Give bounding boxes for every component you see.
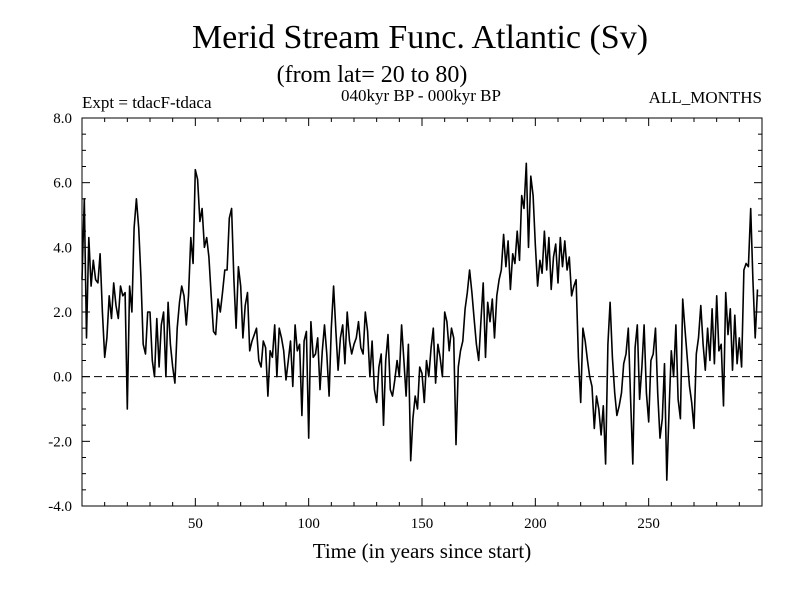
period-label: 040kyr BP - 000kyr BP [341, 86, 501, 105]
experiment-label: Expt = tdacF-tdaca [82, 93, 212, 112]
y-tick-label: 2.0 [53, 305, 72, 321]
y-tick-label: 0.0 [53, 370, 72, 386]
x-axis-title: Time (in years since start) [313, 539, 532, 563]
y-axis-ticks: -4.0 -2.0 0.0 2.0 4.0 6.0 8.0 [48, 111, 762, 515]
chart-subtitle: (from lat= 20 to 80) [277, 62, 468, 88]
y-tick-label: 4.0 [53, 240, 72, 256]
x-tick-label: 50 [188, 516, 203, 532]
y-tick-label: 8.0 [53, 111, 72, 127]
x-tick-label: 200 [524, 516, 547, 532]
months-label: ALL_MONTHS [649, 88, 762, 107]
x-axis-ticks: 50 100 150 200 250 [188, 118, 660, 532]
plot-frame [81, 117, 763, 507]
chart-title: Merid Stream Func. Atlantic (Sv) [192, 19, 648, 56]
series-line [81, 162, 759, 481]
x-tick-label: 150 [411, 516, 434, 532]
x-tick-label: 250 [637, 516, 660, 532]
data-points [82, 163, 758, 481]
y-tick-label: -4.0 [48, 499, 72, 515]
minor-ticks [82, 118, 762, 506]
y-tick-label: -2.0 [48, 434, 72, 450]
y-tick-label: 6.0 [53, 176, 72, 192]
x-tick-label: 100 [297, 516, 320, 532]
